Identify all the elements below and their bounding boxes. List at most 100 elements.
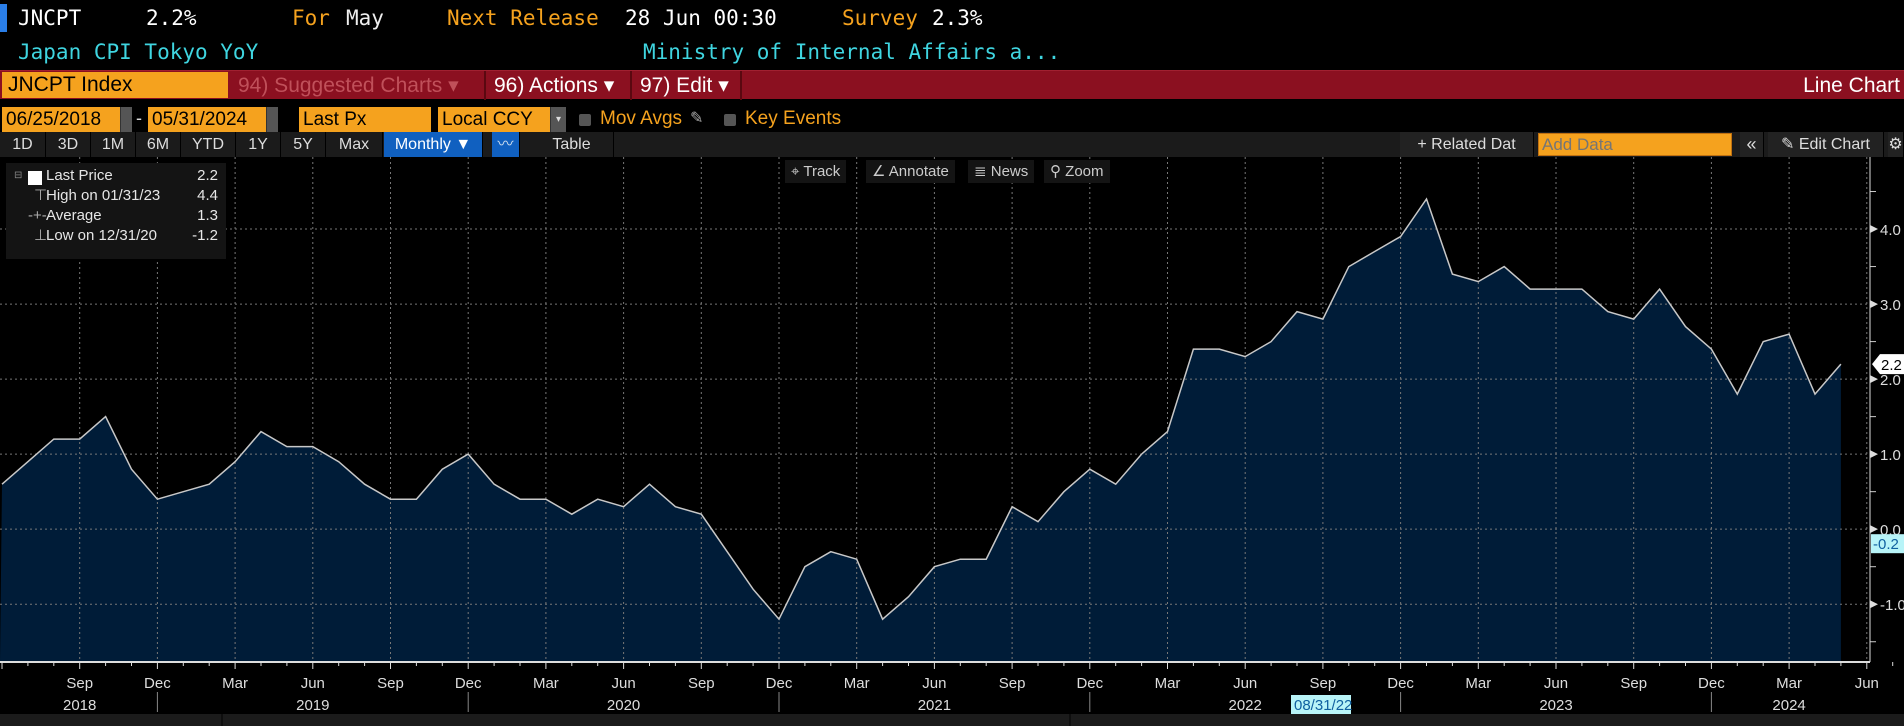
x-year-label: 2018 [63,697,96,714]
x-tick-label: Jun [922,675,946,692]
x-tick-label: Dec [1698,675,1725,692]
add-data-input[interactable] [1538,133,1732,156]
pencil-icon[interactable]: ✎ [690,110,704,127]
actions-menu[interactable]: 96) Actions ▾ [488,71,632,100]
x-year-label: 2019 [296,697,329,714]
legend-label: Low on 12/31/20 [46,227,157,244]
x-tick-label: Dec [144,675,171,692]
x-tick-label: Mar [1155,675,1181,692]
x-tick-label: Sep [66,675,93,692]
last-value-label: 2.2 [1881,357,1902,374]
news-icon: ≣ [974,163,991,180]
field-select[interactable]: Last Px [299,107,431,132]
chart-type-label[interactable]: Line Chart [1803,74,1900,97]
edit-menu[interactable]: 97) Edit ▾ [634,71,742,100]
legend-value: 1.3 [197,207,218,224]
y-tick-label: 3.0 [1880,297,1901,314]
security-input[interactable]: JNCPT Index [2,72,228,98]
x-year-label: 2022 [1229,697,1262,714]
mov-avgs-label: Mov Avgs [600,108,683,129]
next-release-label: Next Release [447,6,599,30]
suggested-charts-menu[interactable]: 94) Suggested Charts ▾ [232,71,486,100]
pencil-icon: ✎ [1781,136,1799,153]
track-button[interactable]: ⌖ Track [785,160,847,183]
period-1d[interactable]: 1D [0,132,46,157]
cursor-date-label: 08/31/22 [1294,697,1352,714]
legend-value: -1.2 [192,227,218,244]
y-tick-label: -1.0 [1880,597,1904,614]
y-tick-label: 1.0 [1880,447,1901,464]
legend-label: High on 01/31/23 [46,187,161,204]
x-tick-label: Mar [222,675,248,692]
ticker: JNCPT [18,6,82,30]
collapse-button[interactable]: « [1740,132,1764,157]
x-tick-label: Jun [1544,675,1568,692]
magnifier-icon: ⚲ [1050,163,1066,180]
high-icon: ⊤ [34,187,48,204]
edit-chart-button[interactable]: ✎ Edit Chart [1768,132,1884,157]
cursor-value-label: -0.2 [1873,536,1899,553]
mov-avgs-checkbox[interactable] [579,114,591,126]
period-5y[interactable]: 5Y [281,132,326,157]
x-tick-label: Dec [1076,675,1103,692]
crosshair-icon: ⌖ [791,163,804,180]
y-tick [1870,525,1878,534]
x-year-label: 2021 [918,697,951,714]
frequency-select[interactable]: Monthly ▼ [384,132,483,157]
y-tick [1870,375,1878,384]
x-tick-label: Dec [1387,675,1414,692]
period-1y[interactable]: 1Y [236,132,281,157]
for-value: May [346,6,384,30]
y-tick [1870,225,1878,234]
track-label: Track [803,163,841,180]
legend-swatch [28,171,42,185]
period-ytd[interactable]: YTD [181,132,236,157]
table-button[interactable]: Table [530,132,614,157]
calendar-icon[interactable] [266,107,278,132]
date-separator: - [136,108,142,128]
low-icon: ⊥ [34,227,48,244]
key-events-checkbox[interactable] [724,114,736,126]
x-tick-label: Mar [533,675,559,692]
x-tick-label: Jun [1855,675,1879,692]
next-release-value: 28 Jun 00:30 [625,6,777,30]
related-data-button[interactable]: + Related Dat [1400,132,1534,157]
annotate-icon: ∠ [872,163,889,180]
calendar-icon[interactable] [120,107,132,132]
x-tick-label: Mar [1776,675,1802,692]
x-tick-label: Sep [1310,675,1337,692]
period-6m[interactable]: 6M [136,132,181,157]
x-tick-label: Jun [612,675,636,692]
end-date-input[interactable]: 05/31/2024 [148,107,266,132]
annotate-label: Annotate [888,163,949,180]
data-source: Ministry of Internal Affairs a... [643,40,1061,64]
period-toolbar: 1D 3D 1M 6M YTD 1Y 5Y Max Monthly ▼ 〰 Ta… [0,132,1904,157]
x-tick-label: Jun [301,675,325,692]
news-label: News [990,163,1029,180]
collapse-icon[interactable]: ⊟ [14,170,23,181]
x-tick-label: Dec [455,675,482,692]
command-toolbar: JNCPT Index 94) Suggested Charts ▾ 96) A… [0,70,1904,100]
annotate-button[interactable]: ∠ Annotate [866,160,955,183]
y-tick [1870,300,1878,309]
x-tick-label: Sep [999,675,1026,692]
period-max[interactable]: Max [326,132,383,157]
y-tick [1870,450,1878,459]
x-tick-label: Jun [1233,675,1257,692]
start-date-input[interactable]: 06/25/2018 [2,107,120,132]
currency-select[interactable]: Local CCY [438,107,550,132]
ticker-marker [0,4,7,32]
x-tick-label: Sep [377,675,404,692]
period-1m[interactable]: 1M [91,132,136,157]
status-bar [0,714,1904,726]
y-tick-label: 4.0 [1880,222,1901,239]
period-3d[interactable]: 3D [46,132,91,157]
gear-icon[interactable]: ⚙ [1888,132,1904,157]
news-button[interactable]: ≣ News [968,160,1035,183]
chevron-down-icon[interactable]: ▾ [550,107,566,132]
line-chart-icon[interactable]: 〰 [492,132,520,157]
zoom-button[interactable]: ⚲ Zoom [1044,160,1110,183]
average-icon: -+- [28,207,47,224]
key-events-label: Key Events [745,108,842,129]
